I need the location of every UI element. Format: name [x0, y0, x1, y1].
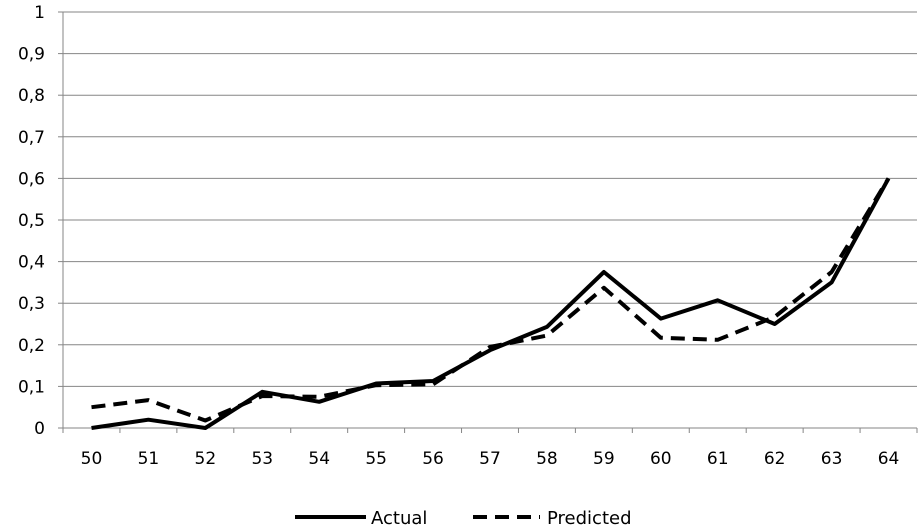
y-tick-label: 1 [34, 3, 45, 23]
x-axis-tick-labels: 50 51 52 53 54 55 56 57 58 59 60 61 62 63 64 [81, 449, 900, 469]
y-tick-label: 0,8 [18, 86, 45, 106]
y-tick-label: 0,3 [18, 294, 45, 314]
legend-label-predicted: Predicted [547, 508, 632, 529]
x-tick-label: 63 [821, 449, 843, 469]
y-tick-label: 0,4 [18, 253, 45, 273]
x-tick-label: 54 [308, 449, 330, 469]
series-line-predicted [91, 177, 891, 423]
x-tick-label: 61 [707, 449, 729, 469]
x-tick-label: 52 [195, 449, 217, 469]
legend-label-actual: Actual [371, 508, 427, 529]
x-tick-label: 57 [479, 449, 501, 469]
x-tick-label: 50 [81, 449, 103, 469]
x-tick-label: 59 [593, 449, 615, 469]
legend: Actual Predicted [295, 508, 632, 529]
series-line-actual [91, 177, 891, 430]
x-tick-label: 51 [138, 449, 160, 469]
axes [58, 11, 918, 433]
y-tick-label: 0,9 [18, 45, 45, 65]
y-tick-label: 0,6 [18, 169, 45, 189]
x-tick-label: 56 [422, 449, 444, 469]
x-tick-label: 64 [878, 449, 900, 469]
y-tick-label: 0,7 [18, 128, 45, 148]
x-tick-label: 55 [365, 449, 387, 469]
x-tick-label: 60 [650, 449, 672, 469]
y-tick-label: 0,5 [18, 211, 45, 231]
y-axis-tick-labels: 0 0,1 0,2 0,3 0,4 0,5 0,6 0,7 0,8 0,9 1 [18, 3, 45, 439]
x-tick-label: 62 [764, 449, 786, 469]
x-tick-label: 58 [536, 449, 558, 469]
y-tick-label: 0,1 [18, 377, 45, 397]
series-lines [91, 177, 891, 430]
y-tick-label: 0 [34, 419, 45, 439]
gridlines [63, 11, 917, 387]
y-tick-label: 0,2 [18, 336, 45, 356]
x-tick-label: 53 [251, 449, 273, 469]
